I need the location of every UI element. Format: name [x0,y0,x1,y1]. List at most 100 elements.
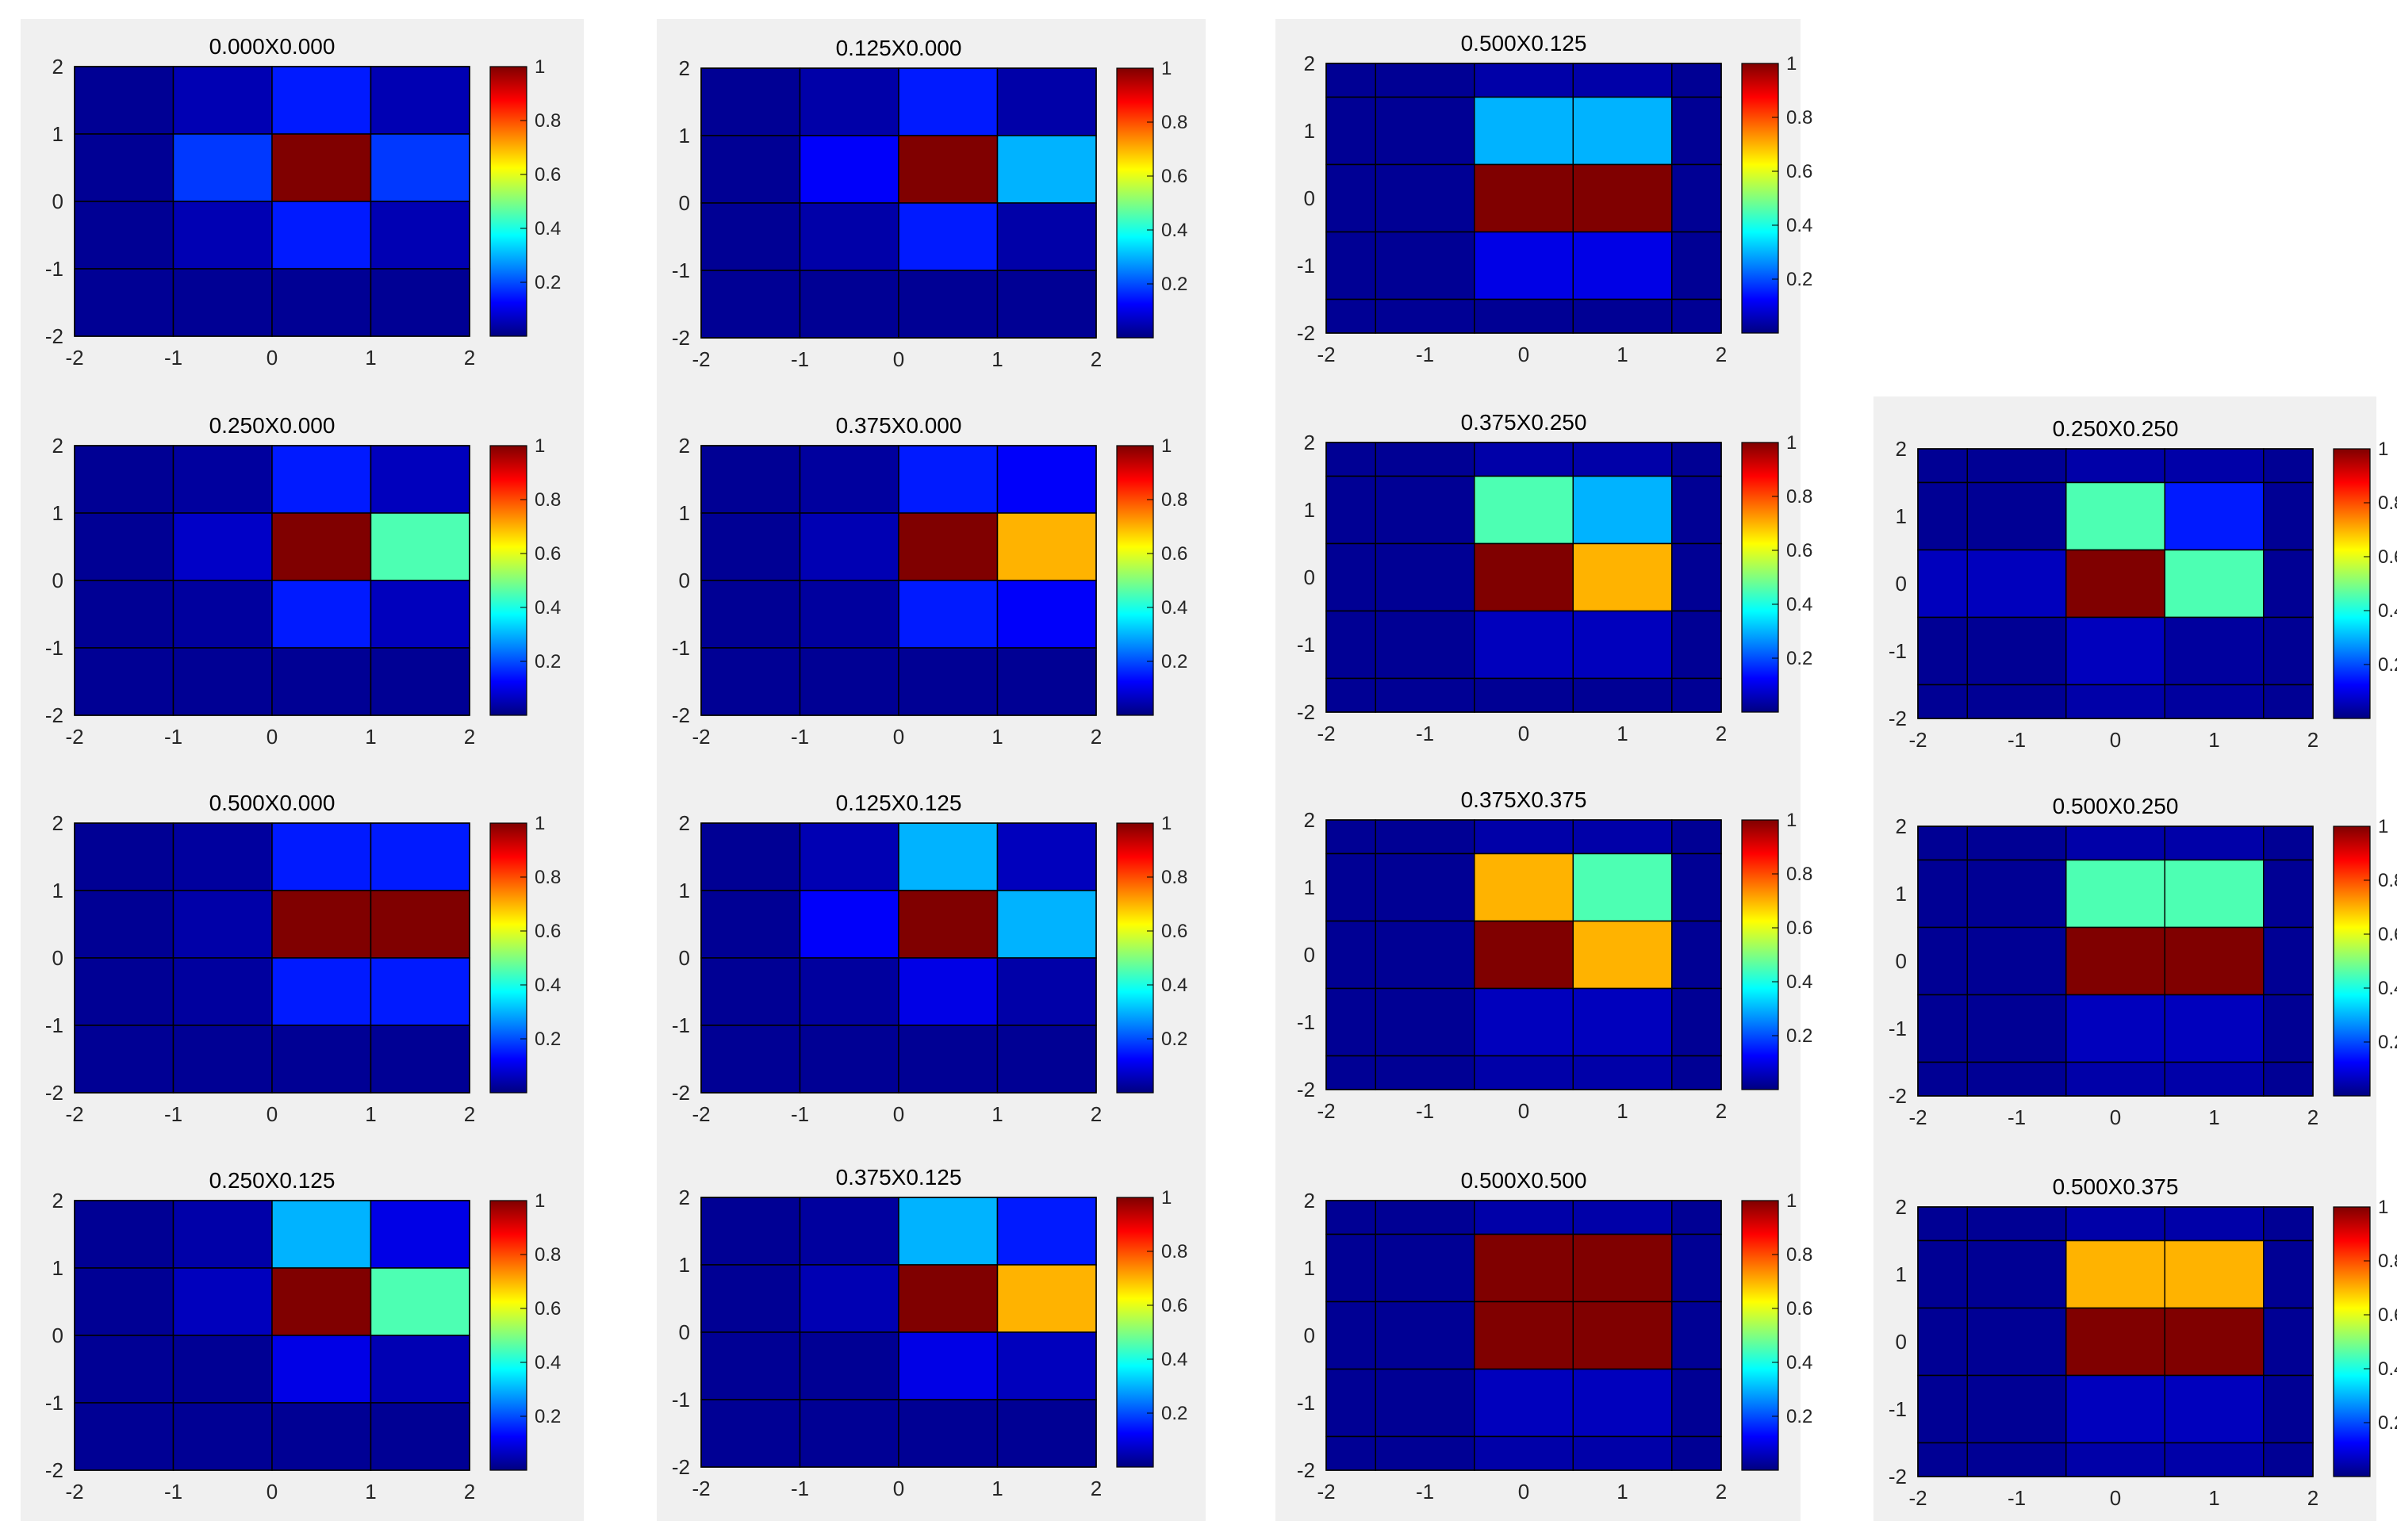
x-tick-label: 2 [464,1480,475,1504]
heatmap-cell [1375,677,1475,713]
colorbar-tick-label: 1 [1786,432,1797,454]
heatmap-cell [700,1025,801,1094]
x-tick-label: 1 [1617,1480,1628,1504]
x-tick-label: -1 [1416,1099,1434,1123]
heatmap-cell [271,66,372,135]
heatmap-cell [898,67,999,136]
colorbar-tick-label: 0.4 [535,597,561,619]
heatmap-cell [799,270,899,339]
colorbar-tick-label: 1 [2378,439,2388,460]
heatmap-cell [172,66,273,135]
colorbar-tick-label: 0.8 [1161,112,1187,133]
heatmap-cell [1325,542,1376,612]
heatmap-cell [1966,1442,2067,1477]
y-tick-label: 1 [52,501,63,525]
heatmap-cell [74,1335,175,1404]
heatmap-cell [1375,475,1475,545]
heatmap-cell [2065,1206,2165,1242]
x-tick-label: 0 [267,1102,278,1126]
axes-box [1325,442,1722,713]
chart-title: 0.125X0.000 [836,36,962,60]
heatmap-cell [172,512,273,581]
heatmap-cell [898,1264,999,1333]
heatmap-cell [1966,448,2067,484]
heatmap-cell [1917,448,1968,484]
colorbar-tick-label: 0.8 [535,867,561,888]
y-tick-label: -1 [1297,1010,1315,1034]
y-tick-label: 2 [1896,1195,1907,1219]
colorbar-tick-label: 0.6 [2378,924,2397,945]
heatmap-cell [2065,549,2165,619]
heatmap-cell [2263,926,2314,996]
heatmap-cell [2164,1061,2265,1097]
heatmap-cell [172,201,273,270]
colorbar-tick-label: 0.8 [2378,1251,2397,1272]
axes-box [74,1200,470,1471]
heatmap-panel: 0.250X0.000 -2 -1 0 1 2 -2 -1 0 1 2 0.2 0.4 0.6 0.8 1 [45,413,562,749]
colorbar [1116,445,1154,716]
heatmap-cell [370,1267,470,1336]
heatmap-cell [172,1025,273,1094]
heatmap-cell [1917,684,1968,719]
x-tick-label: 1 [991,1102,1003,1126]
heatmap-cell [1966,1206,2067,1242]
chart-title: 0.250X0.000 [209,413,336,438]
x-tick-label: 0 [893,347,904,371]
colorbar-tick-label: 0.2 [2378,1412,2397,1434]
heatmap-cell [271,512,372,581]
heatmap-cell [1375,96,1475,166]
y-tick-label: 2 [1896,437,1907,461]
x-tick-label: 0 [2110,728,2121,752]
heatmap-cell [799,1264,899,1333]
heatmap-cell [1572,298,1673,334]
chart-title: 0.125X0.125 [836,791,962,815]
heatmap-cell [799,202,899,271]
heatmap-cell [370,957,470,1026]
y-tick-label: 0 [679,946,690,970]
heatmap-cell [2263,994,2314,1063]
heatmap-cell [1671,852,1722,922]
y-tick-label: 1 [1896,504,1907,528]
y-tick-label: -2 [1297,321,1315,345]
heatmap-cell [898,957,999,1026]
chart-title: 0.500X0.000 [209,791,336,815]
y-tick-label: -2 [1297,700,1315,724]
heatmap-cell [74,580,175,649]
y-tick-label: 2 [679,56,690,80]
x-tick-label: 2 [1716,722,1727,745]
heatmap-cell [370,647,470,716]
x-tick-label: -1 [791,347,809,371]
heatmap-cell [700,512,801,581]
heatmap-cell [1572,542,1673,612]
heatmap-cell [172,580,273,649]
x-tick-label: 0 [1518,1099,1529,1123]
x-tick-label: 0 [1518,722,1529,745]
heatmap-cell [1325,819,1376,855]
heatmap-cell [370,822,470,891]
heatmap-cell [799,1399,899,1468]
heatmap-cell [2164,616,2265,686]
heatmap-cell [1671,542,1722,612]
colorbar-tick-label: 0.4 [535,218,561,239]
heatmap-cell [1375,163,1475,233]
heatmap-cell [799,445,899,514]
colorbar-tick-label: 1 [1161,813,1172,834]
colorbar-tick-label: 0.2 [1786,1025,1812,1047]
heatmap-cell [1917,549,1968,619]
colorbar-tick-label: 1 [1786,810,1797,831]
colorbar-tick-label: 0.6 [535,543,561,565]
colorbar-tick-label: 0.8 [1161,489,1187,511]
x-tick-label: -1 [164,1102,182,1126]
y-tick-label: -2 [1889,1465,1907,1488]
heatmap-cell [370,1200,470,1269]
heatmap-cell [1966,1061,2067,1097]
heatmap-cell [700,445,801,514]
heatmap-cell [1325,920,1376,990]
heatmap-cell [1671,677,1722,713]
x-tick-label: -1 [791,725,809,749]
heatmap-cell [1572,677,1673,713]
heatmap-cell [898,512,999,581]
heatmap-cell [1375,1301,1475,1370]
x-tick-label: -1 [164,725,182,749]
y-tick-label: 1 [1304,1256,1315,1280]
